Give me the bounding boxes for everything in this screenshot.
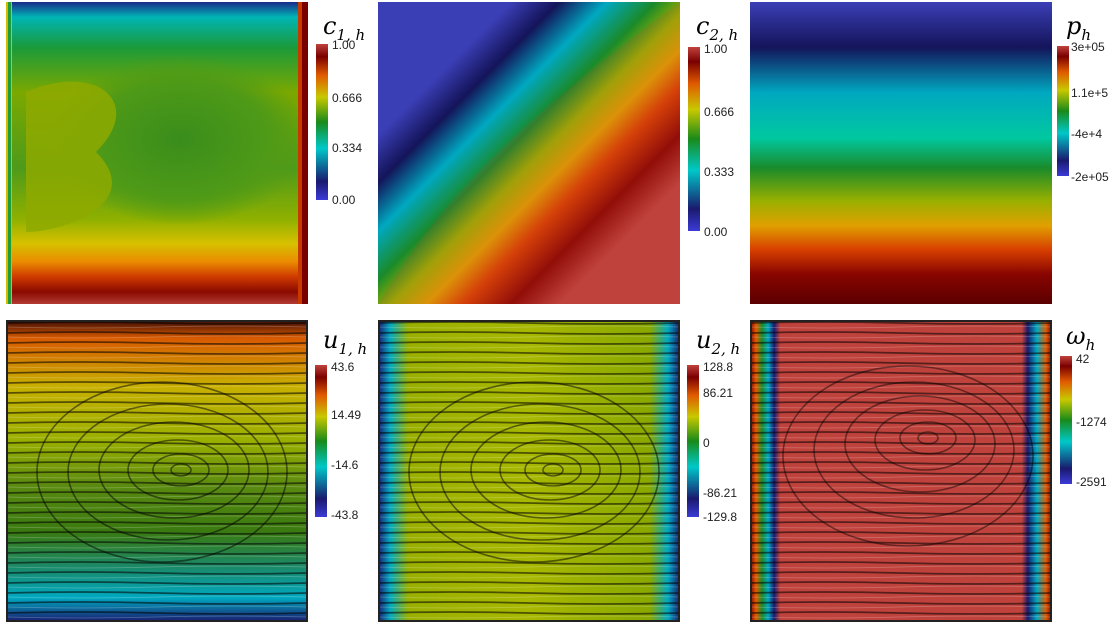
title-u2: u2, h [696, 326, 741, 358]
colorbar-c1-label-2: 0.666 [332, 91, 363, 105]
plot-u1 [6, 320, 308, 622]
plot-omega [750, 320, 1052, 622]
colorbar-p-label-min: -2e+05 [1071, 170, 1109, 184]
colorbar-p-label-3: -4e+4 [1071, 127, 1103, 141]
colorbar-u2-label-4: -86.21 [703, 486, 738, 500]
plot-c1 [6, 2, 308, 304]
plot-c2 [378, 2, 680, 304]
colorbar-c2-label-2: 0.666 [704, 105, 735, 119]
title-c1: c1, h [323, 12, 366, 44]
colorbar-c1-label-max: 1.00 [332, 38, 356, 52]
colorbar-c1-label-min: 0.00 [332, 193, 356, 207]
colorbar-c2-label-min: 0.00 [704, 225, 728, 239]
colorbar-omega-label-2: -1274 [1076, 415, 1107, 429]
colorbar-omega-label-max: 42 [1076, 352, 1090, 366]
colorbar-omega-label-min: -2591 [1076, 475, 1107, 489]
colorbar-p-label-max: 3e+05 [1071, 40, 1105, 54]
title-u1: u1, h [323, 326, 368, 358]
colorbar-u2-label-3: 0 [703, 436, 710, 450]
plot-u2 [378, 320, 680, 622]
colorbar-c2-label-max: 1.00 [704, 42, 728, 56]
colorbar-u1-label-max: 43.6 [331, 360, 355, 374]
plot-p [750, 2, 1052, 304]
title-omega: ωh [1066, 322, 1096, 354]
colorbar-u1-label-min: -43.8 [331, 508, 359, 522]
colorbar-u2-label-min: -129.8 [703, 510, 738, 524]
colorbar-u1-label-3: -14.6 [331, 458, 359, 472]
title-c2: c2, h [696, 12, 739, 44]
colorbar-u1-label-2: 14.49 [331, 408, 362, 422]
colorbar-u2-label-max: 128.8 [703, 360, 734, 374]
colorbar-u2-label-2: 86.21 [703, 386, 734, 400]
colorbar-c1-label-3: 0.334 [332, 141, 363, 155]
colorbar-p-label-2: 1.1e+5 [1071, 86, 1109, 100]
title-p: ph [1066, 12, 1092, 44]
colorbar-c2-label-3: 0.333 [704, 165, 735, 179]
